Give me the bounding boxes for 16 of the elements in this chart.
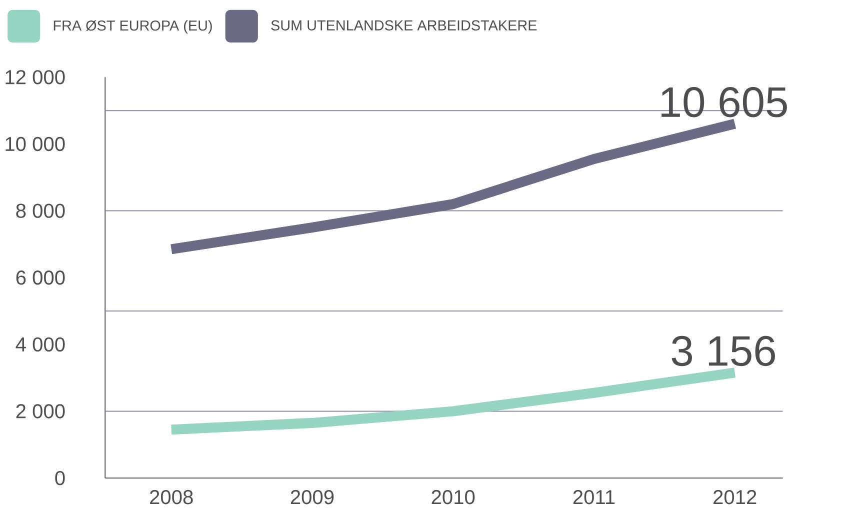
x-tick-label: 2012 — [714, 490, 756, 504]
x-tick-label: 2010 — [432, 490, 475, 504]
y-tick-label: 2 000 — [16, 404, 65, 418]
data-label: 10 605 — [662, 87, 787, 118]
x-tick-label: 2008 — [150, 490, 193, 504]
y-tick-label: 12 000 — [6, 70, 65, 84]
y-tick-label: 4 000 — [16, 337, 65, 352]
legend-label: SUM UTENLANDSKE ARBEIDSTAKERE — [271, 20, 537, 31]
y-tick-label: 0 — [55, 471, 65, 486]
x-tick-label: 2011 — [573, 490, 615, 504]
x-tick-label: 2009 — [290, 490, 334, 504]
y-tick-label: 6 000 — [16, 270, 65, 285]
legend-label: FRA ØST EUROPA (EU) — [54, 20, 212, 34]
y-tick-label: 10 000 — [6, 136, 65, 152]
y-tick-label: 8 000 — [16, 204, 65, 218]
data-label: 3 156 — [672, 336, 775, 366]
